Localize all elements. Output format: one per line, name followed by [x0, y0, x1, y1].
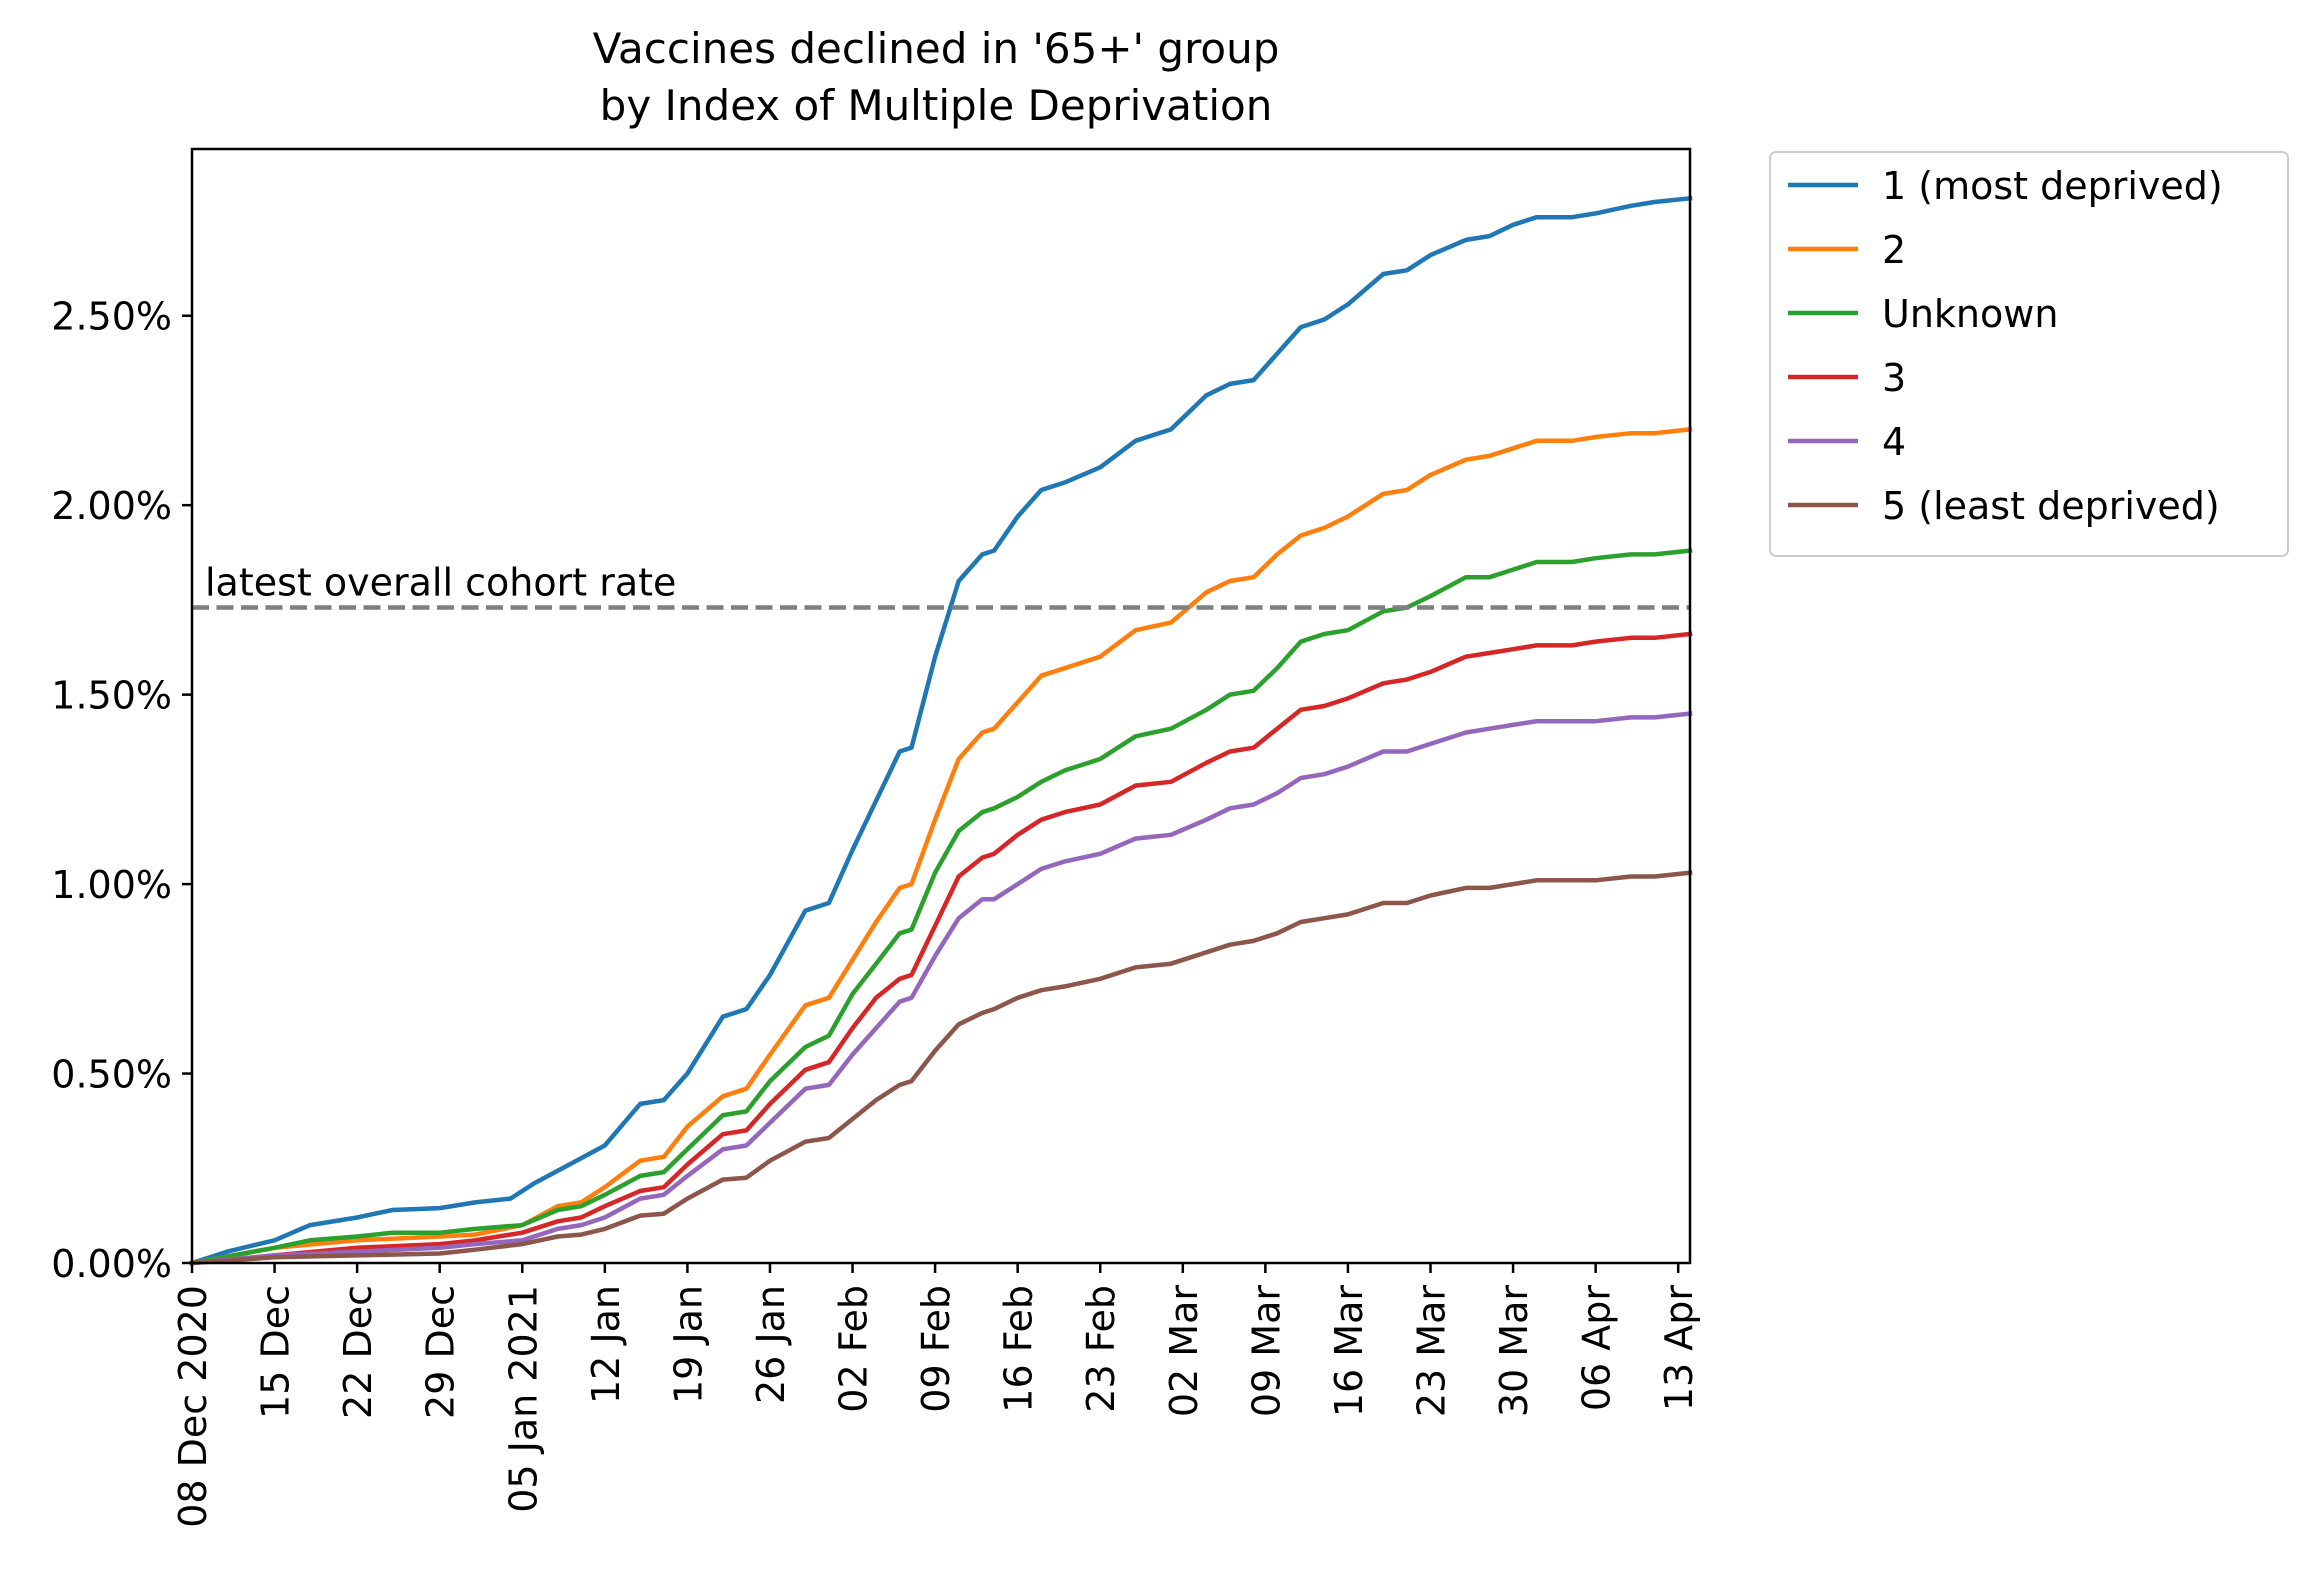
- series-line-5: [189, 711, 1693, 1266]
- y-tick-label-2: 1.00%: [51, 863, 172, 907]
- legend-label-2: 2: [1882, 228, 1906, 272]
- legend-box: [1769, 151, 2289, 557]
- y-tick-label-1: 0.50%: [51, 1053, 172, 1097]
- x-tick-label-0: 08 Dec 2020: [171, 1285, 215, 1528]
- x-tick-label-7: 26 Jan: [749, 1285, 793, 1404]
- y-tick-label-5: 2.50%: [51, 295, 172, 339]
- y-tick-label-4: 2.00%: [51, 484, 172, 528]
- x-tick-label-5: 12 Jan: [584, 1285, 628, 1404]
- plot-frame: [190, 147, 1692, 1265]
- chart-title-line-1: Vaccines declined in '65+' group: [593, 24, 1280, 73]
- y-tick-label-0: 0.00%: [51, 1242, 172, 1286]
- series-line-4: [189, 631, 1693, 1266]
- legend-label-5: 4: [1882, 420, 1906, 464]
- x-tick-label-8: 02 Feb: [832, 1285, 876, 1413]
- plot-area: latest overall cohort rate 0.00% 0.50% 1.00…: [51, 147, 1701, 1528]
- x-tick-label-11: 23 Feb: [1079, 1285, 1123, 1413]
- legend-label-6: 5 (least deprived): [1882, 484, 2220, 528]
- reference-line-label: latest overall cohort rate: [205, 560, 676, 604]
- x-tick-label-9: 09 Feb: [914, 1285, 958, 1413]
- x-tick-label-12: 02 Mar: [1162, 1285, 1206, 1418]
- x-tick-label-18: 13 Apr: [1657, 1285, 1701, 1412]
- x-tick-label-16: 30 Mar: [1492, 1285, 1536, 1418]
- x-tick-label-15: 23 Mar: [1410, 1285, 1454, 1418]
- x-tick-label-13: 09 Mar: [1244, 1285, 1288, 1418]
- x-tick-label-14: 16 Mar: [1327, 1285, 1371, 1418]
- x-tick-label-10: 16 Feb: [997, 1285, 1041, 1413]
- x-tick-label-17: 06 Apr: [1575, 1285, 1619, 1412]
- series-line-3: [189, 548, 1693, 1266]
- legend: 1 (most deprived) 2 Unknown 3 4 5 (least depr…: [1769, 151, 2289, 557]
- x-tick-label-2: 22 Dec: [336, 1285, 380, 1419]
- x-tick-label-3: 29 Dec: [419, 1285, 463, 1419]
- x-tick-label-6: 19 Jan: [666, 1285, 710, 1404]
- x-tick-label-4: 05 Jan 2021: [501, 1285, 545, 1513]
- x-tick-label-1: 15 Dec: [254, 1285, 298, 1419]
- legend-label-3: Unknown: [1882, 292, 2058, 336]
- series-line-6: [189, 870, 1693, 1266]
- series-line-1: [189, 195, 1693, 1266]
- legend-label-4: 3: [1882, 356, 1906, 400]
- legend-label-1: 1 (most deprived): [1882, 164, 2223, 208]
- y-tick-label-3: 1.50%: [51, 674, 172, 718]
- series-line-2: [189, 426, 1693, 1266]
- chart-title-line-2: by Index of Multiple Deprivation: [600, 81, 1273, 130]
